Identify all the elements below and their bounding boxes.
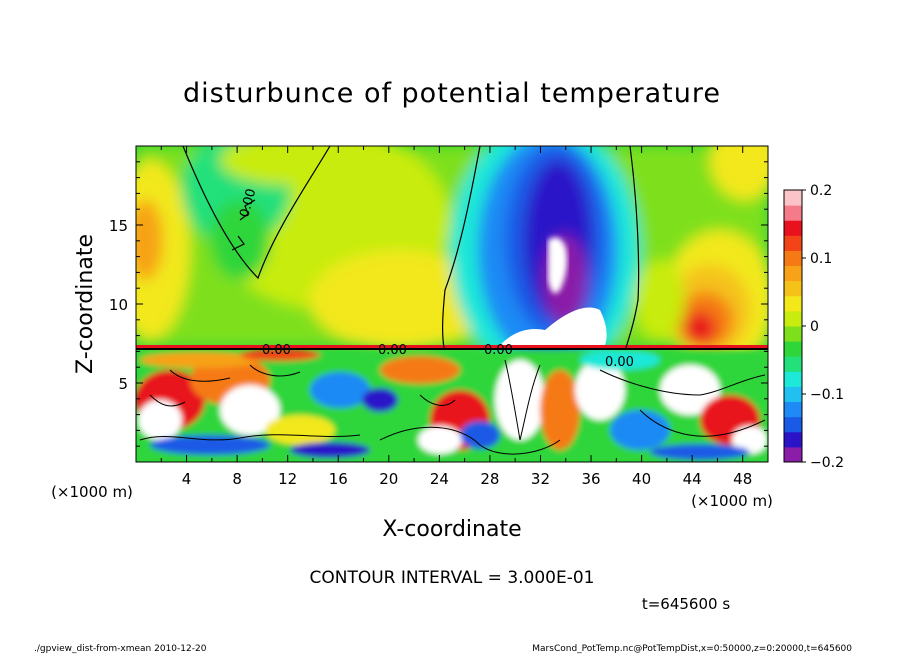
contour-label: 0.00 xyxy=(484,343,513,358)
contour-label: 0.00 xyxy=(237,187,259,219)
colorbar-swatch xyxy=(784,371,802,387)
contour-label: 0.00 xyxy=(605,355,634,370)
colorbar-swatch xyxy=(784,416,802,433)
y-axis-label: Z-coordinate xyxy=(73,234,98,374)
x-tick-label: 8 xyxy=(232,470,242,488)
colorbar-swatch xyxy=(784,356,802,372)
x-tick-label: 12 xyxy=(278,470,297,488)
x-tick-label: 16 xyxy=(329,470,348,488)
contour-label: 0.00 xyxy=(262,343,291,358)
x-tick-label: 48 xyxy=(733,470,752,488)
contour-label: 0.00 xyxy=(378,343,407,358)
plot-area: 0.00 0.00 0.00 0.00 0.00 xyxy=(136,146,768,462)
chart-title: disturbunce of potential temperature xyxy=(183,78,721,109)
colorbar-tick-label: −0.2 xyxy=(810,455,844,471)
colorbar-swatch xyxy=(784,341,802,357)
colorbar-swatch xyxy=(784,190,802,206)
colorbar-swatch xyxy=(784,265,802,282)
footer-right: MarsCond_PotTemp.nc@PotTempDist,x=0:5000… xyxy=(532,644,852,654)
y-unit-label: (×1000 m) xyxy=(51,483,133,501)
colorbar-swatch xyxy=(784,310,802,327)
colorbar-swatch xyxy=(784,386,802,403)
y-tick-label: 10 xyxy=(109,296,128,314)
x-tick-label: 40 xyxy=(632,470,651,488)
colorbar-tick-label: 0.1 xyxy=(810,251,832,267)
x-tick-label: 24 xyxy=(430,470,449,488)
colorbar-tick-label: 0.2 xyxy=(810,183,832,199)
colorbar-swatch xyxy=(784,401,802,418)
colorbar-swatch xyxy=(784,295,802,312)
colorbar: 0.2 0.1 0 −0.1 −0.2 xyxy=(783,183,844,471)
colorbar-swatch xyxy=(784,250,802,267)
colorbar-swatch xyxy=(784,446,802,463)
x-tick-label: 28 xyxy=(480,470,499,488)
footer-left: ./gpview_dist-from-xmean 2010-12-20 xyxy=(34,644,207,654)
colorbar-swatch xyxy=(784,205,802,221)
colorbar-swatch xyxy=(784,235,802,251)
x-tick-label: 44 xyxy=(683,470,702,488)
contour-interval-text: CONTOUR INTERVAL = 3.000E-01 xyxy=(310,568,595,588)
x-tick-label: 36 xyxy=(581,470,600,488)
x-tick-label: 20 xyxy=(379,470,398,488)
y-tick-label: 5 xyxy=(118,375,128,393)
time-text: t=645600 s xyxy=(642,595,730,613)
x-tick-label: 32 xyxy=(531,470,550,488)
colorbar-tick-label: −0.1 xyxy=(810,387,844,403)
colorbar-swatch xyxy=(784,220,802,236)
x-tick-label: 4 xyxy=(182,470,192,488)
y-tick-label: 15 xyxy=(109,217,128,235)
colorbar-swatch xyxy=(784,280,802,297)
colorbar-swatch xyxy=(784,326,802,342)
colorbar-tick-label: 0 xyxy=(810,319,819,335)
x-unit-label: (×1000 m) xyxy=(691,492,773,510)
colorbar-swatch xyxy=(784,431,802,448)
x-axis-label: X-coordinate xyxy=(382,517,521,542)
